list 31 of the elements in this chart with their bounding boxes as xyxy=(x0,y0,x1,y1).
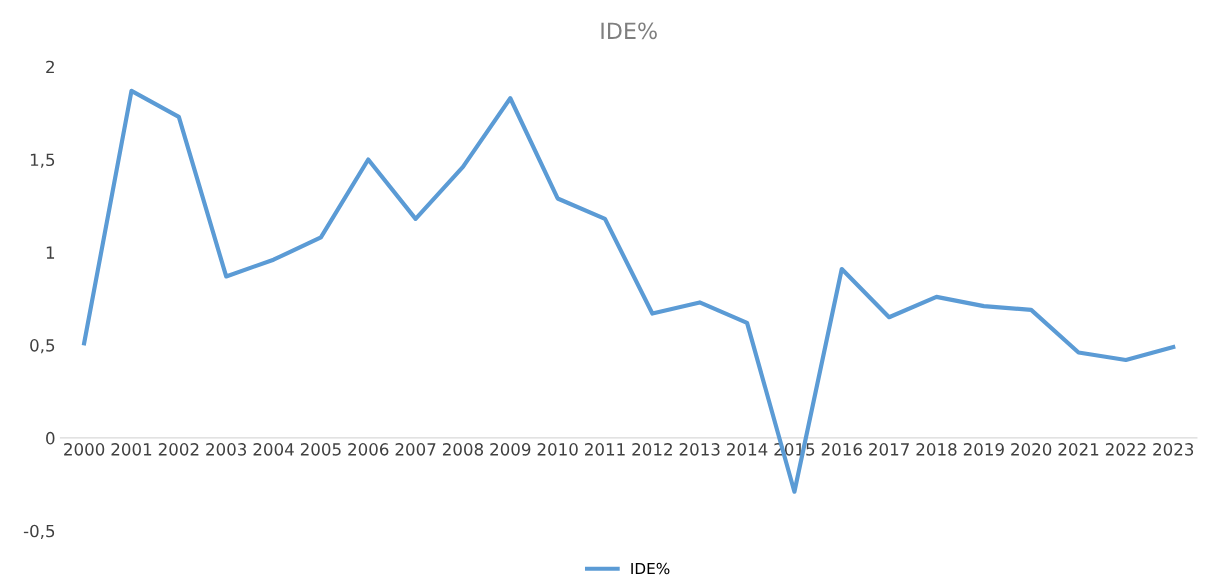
legend-label: IDE% xyxy=(631,562,670,575)
x-tick-label: 2023 xyxy=(1153,443,1194,456)
x-tick-label: 2001 xyxy=(111,443,152,456)
x-tick-label: 2007 xyxy=(395,443,436,456)
x-tick-label: 2018 xyxy=(916,443,957,456)
x-tick-label: 2006 xyxy=(348,443,389,456)
x-tick-label: 2000 xyxy=(64,443,105,456)
x-tick-label: 2013 xyxy=(679,443,720,456)
x-tick-label: 2022 xyxy=(1105,443,1146,456)
y-tick-label: 1,5 xyxy=(30,153,55,168)
x-tick-label: 2012 xyxy=(632,443,672,456)
y-tick-label: 2 xyxy=(46,60,54,74)
x-tick-label: 2021 xyxy=(1058,443,1099,456)
x-tick-label: 2005 xyxy=(300,443,341,456)
x-tick-label: 2020 xyxy=(1011,443,1052,456)
x-tick-label: 2004 xyxy=(253,443,294,456)
x-tick-label: 2009 xyxy=(490,443,531,456)
y-tick-label: -0,5 xyxy=(23,524,55,539)
y-tick-label: 1 xyxy=(46,246,55,259)
chart-title: IDE% xyxy=(601,22,657,40)
x-tick-label: 2016 xyxy=(821,443,862,456)
y-tick-label: 0,5 xyxy=(30,339,55,354)
x-tick-label: 2014 xyxy=(727,443,768,456)
x-tick-label: 2003 xyxy=(206,443,247,456)
y-tick-label: 0 xyxy=(46,431,55,445)
x-tick-label: 2011 xyxy=(585,443,625,456)
x-tick-label: 2019 xyxy=(963,443,1004,456)
x-tick-label: 2002 xyxy=(158,443,199,456)
x-tick-label: 2008 xyxy=(442,443,484,456)
x-tick-label: 2017 xyxy=(869,443,909,456)
x-tick-label: 2010 xyxy=(537,443,578,456)
